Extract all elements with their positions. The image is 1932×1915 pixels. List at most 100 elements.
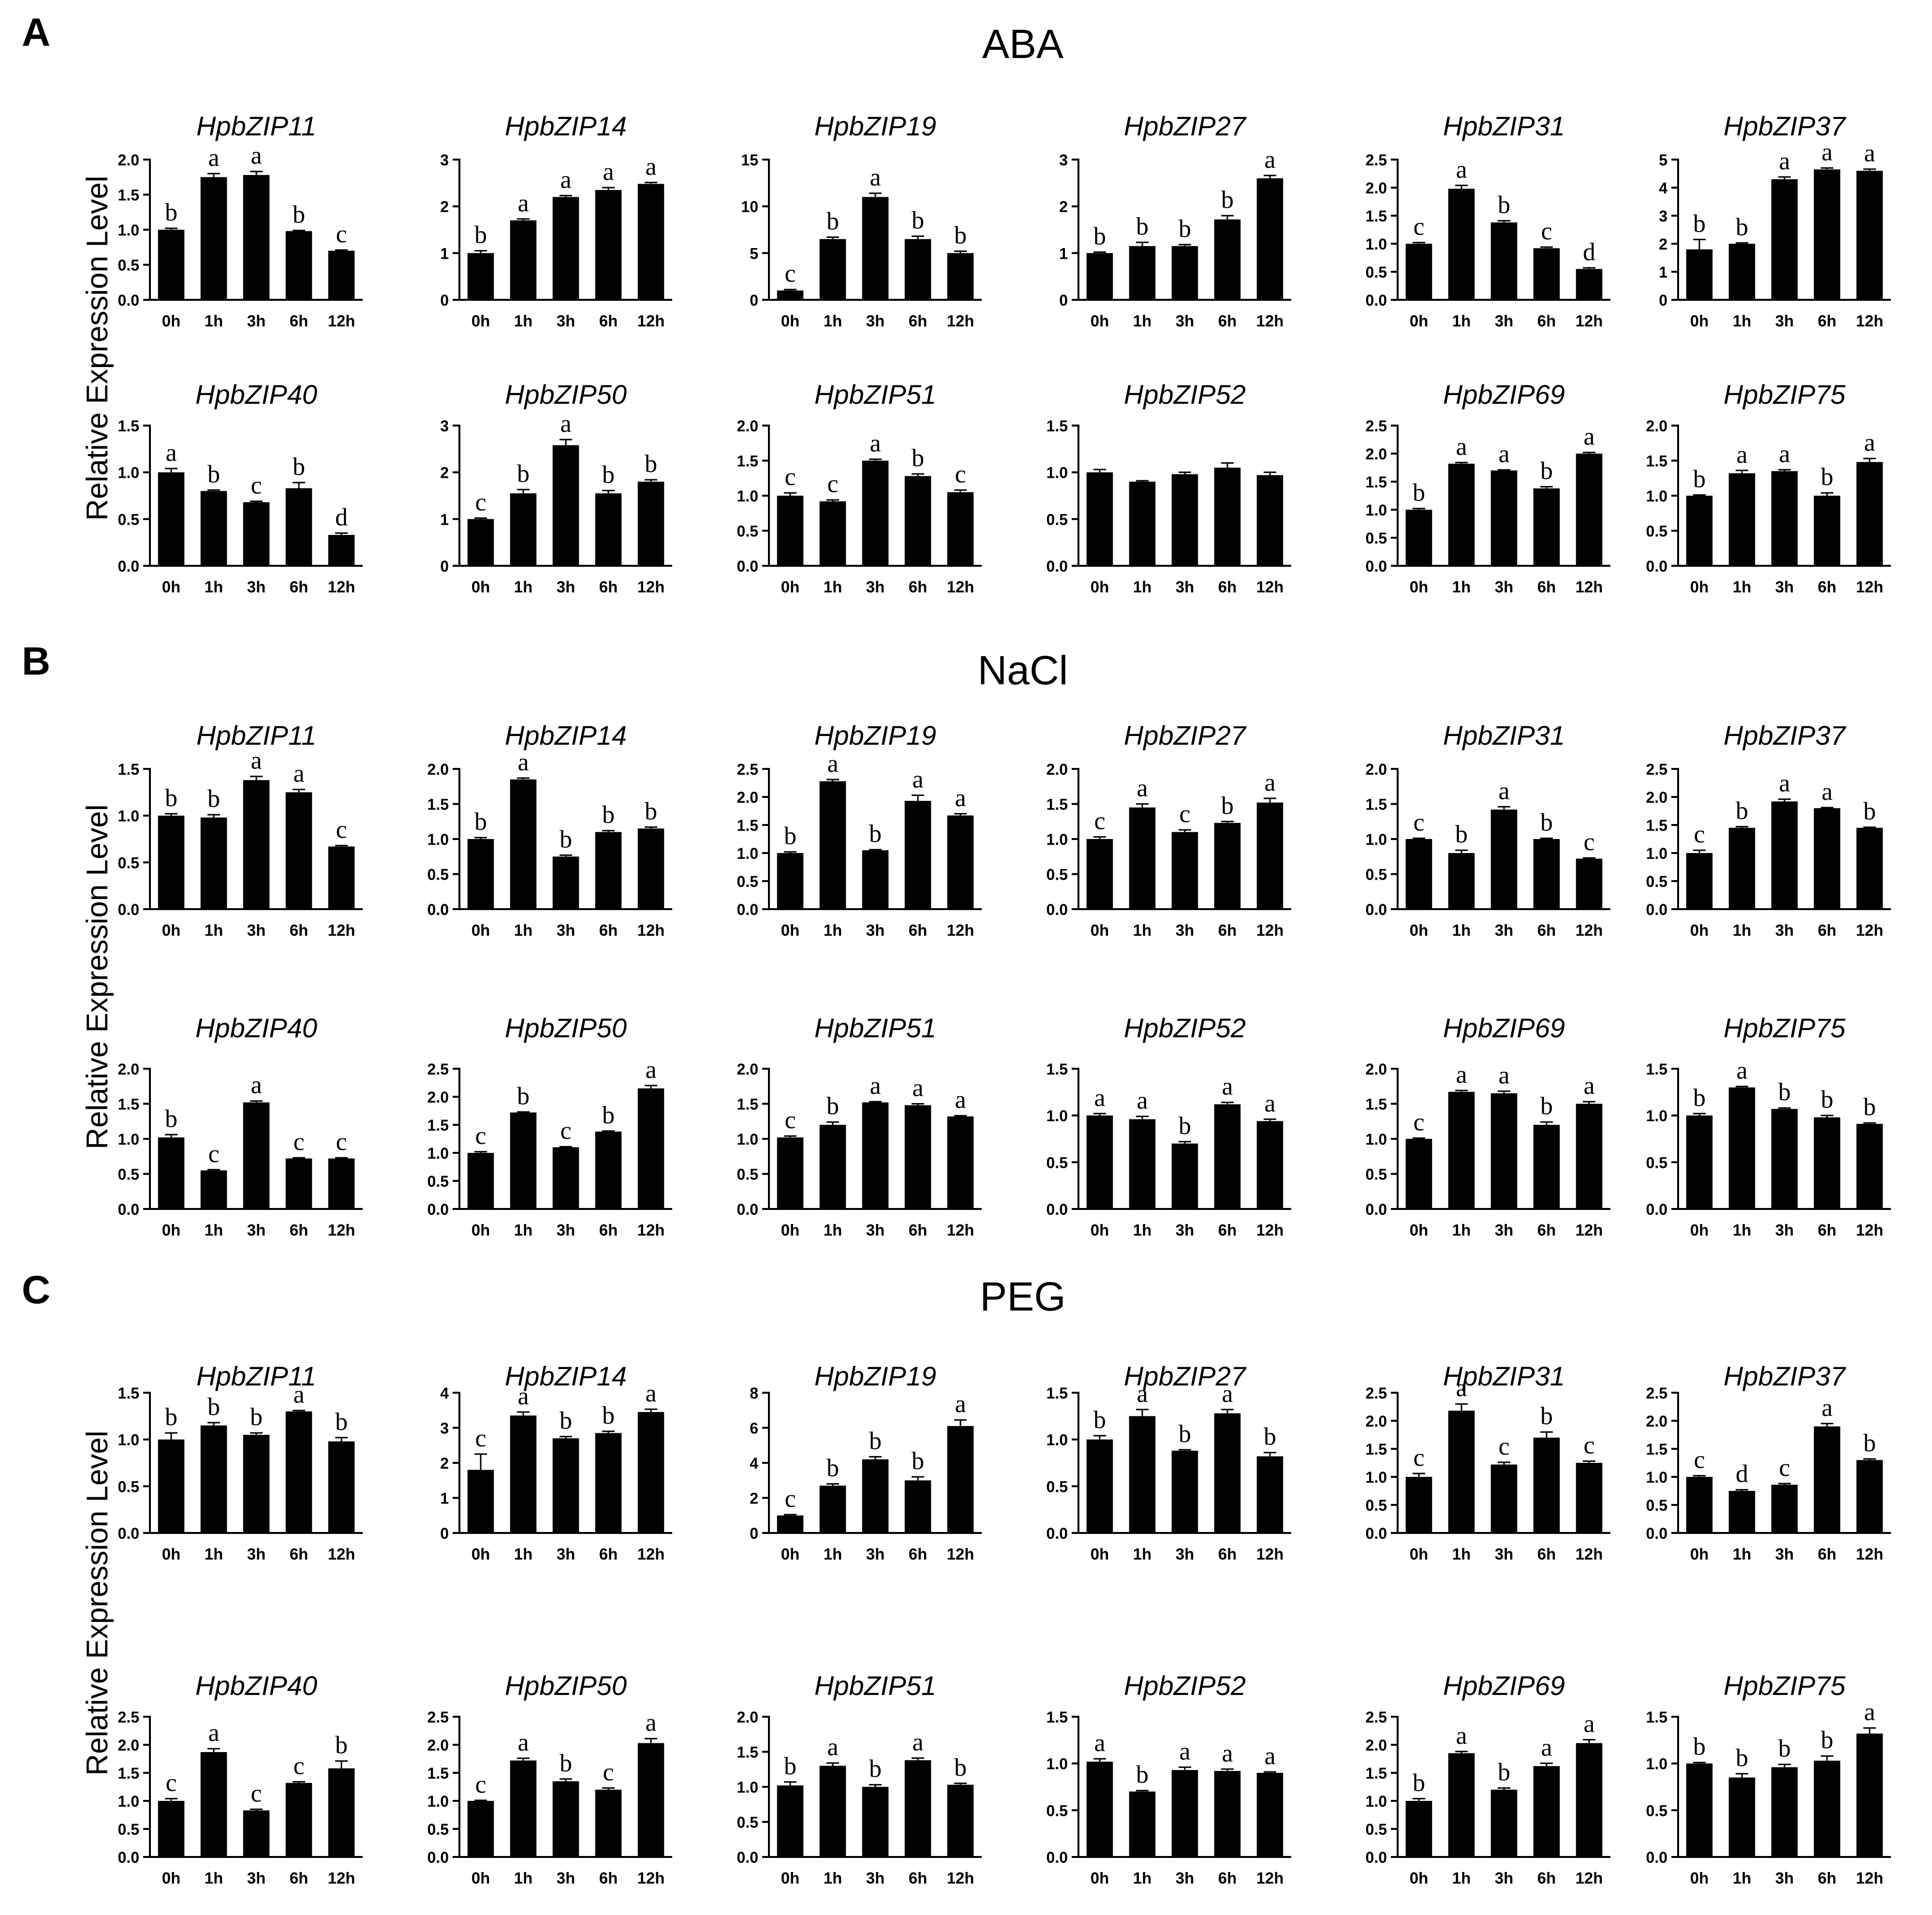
significance-label: a <box>1736 441 1747 469</box>
significance-label: c <box>1413 1109 1424 1136</box>
x-tick-label: 12h <box>1856 1545 1884 1563</box>
x-tick-label: 0h <box>1410 312 1429 330</box>
y-tick-label: 0 <box>1659 292 1667 309</box>
bar <box>1771 1485 1798 1533</box>
bar <box>1448 189 1475 300</box>
x-tick-label: 6h <box>909 1869 928 1887</box>
y-tick-label: 4 <box>1659 179 1667 197</box>
bar <box>1448 1091 1475 1209</box>
significance-label: c <box>1413 809 1424 837</box>
significance-label: b <box>1136 1761 1149 1789</box>
bar-chart: HpbZIP14 0.0 0.5 1.0 1.5 2.0 b 0h a 1h b 3h b 6h b 12h <box>428 720 672 939</box>
significance-label: b <box>602 461 615 488</box>
significance-label: b <box>207 460 220 488</box>
significance-label: c <box>955 460 966 488</box>
x-tick-label: 0h <box>781 312 800 330</box>
x-tick-label: 3h <box>1176 1221 1195 1239</box>
y-tick-label: 1.5 <box>1366 796 1387 813</box>
bar <box>243 1810 270 1857</box>
bar <box>1214 1104 1241 1209</box>
significance-label: a <box>955 1390 966 1418</box>
significance-label: b <box>602 1102 615 1129</box>
x-tick-label: 0h <box>162 1869 181 1887</box>
significance-label: b <box>1736 797 1748 825</box>
bar <box>467 839 494 909</box>
significance-label: b <box>1540 1402 1553 1430</box>
y-tick-label: 2.5 <box>428 1061 449 1078</box>
significance-label: a <box>1821 138 1832 166</box>
chart-title: HpbZIP50 <box>505 379 627 410</box>
x-tick-label: 12h <box>637 1545 665 1563</box>
x-tick-label: 3h <box>557 1869 575 1887</box>
x-tick-label: 1h <box>205 1221 223 1239</box>
significance-label: b <box>1863 1093 1876 1121</box>
bar <box>1728 1087 1755 1209</box>
significance-label: a <box>1264 1742 1275 1770</box>
bar <box>1533 839 1560 909</box>
significance-label: a <box>1864 140 1875 167</box>
bar-chart: HpbZIP51 0.0 0.5 1.0 1.5 2.0 b 0h a 1h b 3h a 6h b 12h <box>737 1670 982 1887</box>
bar <box>819 1125 846 1209</box>
significance-label: a <box>870 1072 881 1100</box>
x-tick-label: 6h <box>599 312 618 330</box>
significance-label: c <box>475 1122 486 1150</box>
bar <box>637 1743 664 1857</box>
bar <box>1214 468 1241 566</box>
y-tick-label: 1.0 <box>1047 1107 1068 1125</box>
x-tick-label: 1h <box>824 312 842 330</box>
significance-label: b <box>1540 809 1553 837</box>
bar <box>1171 474 1198 566</box>
bar <box>510 1760 537 1857</box>
bar <box>1728 244 1755 300</box>
x-tick-label: 0h <box>1690 1869 1709 1887</box>
bar <box>1490 470 1518 566</box>
y-tick-label: 1 <box>440 511 449 528</box>
significance-label: b <box>1179 1420 1191 1448</box>
y-tick-label: 0.0 <box>737 901 758 918</box>
bar <box>947 1784 974 1857</box>
significance-label: b <box>207 1393 220 1421</box>
x-tick-label: 0h <box>472 1869 490 1887</box>
bar <box>1686 1477 1713 1533</box>
y-tick-label: 0 <box>440 1525 449 1542</box>
y-tick-label: 1.5 <box>118 417 139 435</box>
x-tick-label: 0h <box>1091 312 1109 330</box>
significance-label: c <box>827 471 838 498</box>
y-tick-label: 1.0 <box>118 1431 139 1449</box>
bar <box>158 1137 185 1209</box>
x-tick-label: 1h <box>514 578 533 596</box>
x-tick-label: 6h <box>1537 921 1556 939</box>
significance-label: a <box>1779 440 1790 468</box>
y-tick-label: 2 <box>440 464 449 482</box>
x-tick-label: 0h <box>162 1221 181 1239</box>
chart-title: HpbZIP14 <box>505 720 627 751</box>
bar <box>595 493 622 566</box>
y-tick-label: 1.5 <box>118 1765 139 1782</box>
x-tick-label: 1h <box>1452 1869 1471 1887</box>
bar <box>1533 488 1560 566</box>
chart-title: HpbZIP31 <box>1443 720 1565 751</box>
significance-label: a <box>251 747 262 774</box>
bar <box>1256 1773 1283 1857</box>
bar-chart: HpbZIP52 0.0 0.5 1.0 1.5 a 0h b 1h a 3h a 6h a 12h <box>1047 1670 1291 1887</box>
x-tick-label: 1h <box>1452 1221 1471 1239</box>
bar <box>1086 253 1113 300</box>
significance-label: c <box>1413 213 1424 241</box>
y-tick-label: 2.0 <box>428 1089 449 1106</box>
bar <box>1256 1121 1283 1209</box>
x-tick-label: 6h <box>1537 312 1556 330</box>
y-tick-label: 2 <box>440 1455 449 1472</box>
y-tick-label: 0.5 <box>428 1173 449 1190</box>
x-tick-label: 1h <box>514 921 533 939</box>
x-tick-label: 6h <box>909 578 928 596</box>
bar <box>328 1768 355 1857</box>
y-tick-label: 1.5 <box>1646 1709 1667 1726</box>
y-tick-label: 1.5 <box>1047 1709 1068 1726</box>
bar <box>243 1102 270 1209</box>
x-tick-label: 6h <box>1818 921 1837 939</box>
bar <box>1448 463 1475 566</box>
y-tick-label: 0.5 <box>118 854 139 871</box>
x-tick-label: 12h <box>328 312 355 330</box>
bar <box>904 1105 931 1209</box>
y-tick-label: 0.0 <box>118 1849 139 1866</box>
